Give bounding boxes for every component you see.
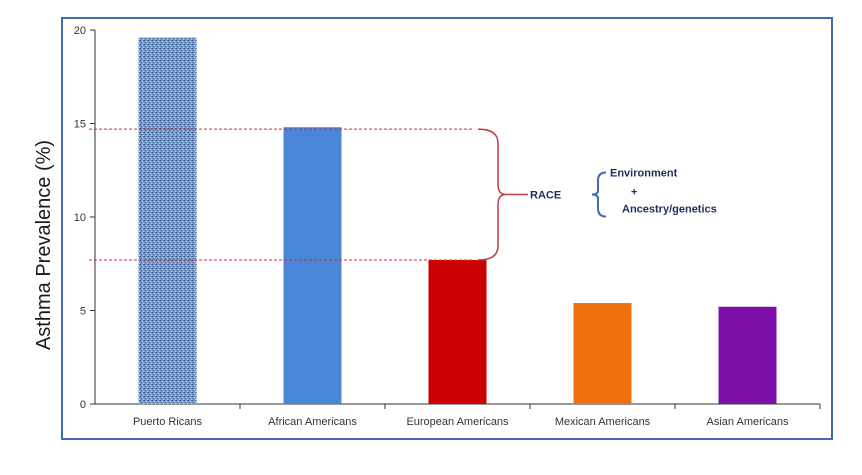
x-tick-labels: Puerto Ricans African Americans European A…: [133, 404, 821, 428]
environment-brace: [591, 171, 607, 218]
bar-african-americans: [283, 127, 342, 405]
y-ticks: 0 5 10 15 20: [74, 25, 95, 411]
race-label: RACE: [530, 190, 561, 202]
bar-european-americans: [428, 260, 487, 404]
x-tick-label: Mexican Americans: [555, 416, 651, 428]
y-tick-label: 5: [80, 306, 86, 318]
x-tick-label: Asian Americans: [707, 416, 789, 428]
y-tick-label: 20: [74, 25, 86, 37]
plus-label: +: [631, 187, 637, 199]
ancestry-genetics-label: Ancestry/genetics: [622, 204, 717, 216]
x-tick-label: European Americans: [406, 416, 509, 428]
race-annotation: RACE Environment + Ancestry/genetics: [477, 128, 717, 261]
reference-lines: [89, 128, 472, 261]
bars: [138, 37, 777, 405]
x-tick-label: African Americans: [268, 416, 357, 428]
y-tick-label: 15: [74, 119, 86, 131]
bar-mexican-americans: [573, 303, 632, 404]
x-tick-label: Puerto Ricans: [133, 416, 203, 428]
y-tick-label: 0: [80, 399, 86, 411]
bar-puerto-ricans: [138, 37, 197, 404]
y-tick-label: 10: [74, 212, 86, 224]
y-axis-label: Asthma Prevalence (%): [33, 140, 55, 350]
bar-asian-americans: [718, 306, 777, 404]
environment-label: Environment: [610, 168, 678, 180]
